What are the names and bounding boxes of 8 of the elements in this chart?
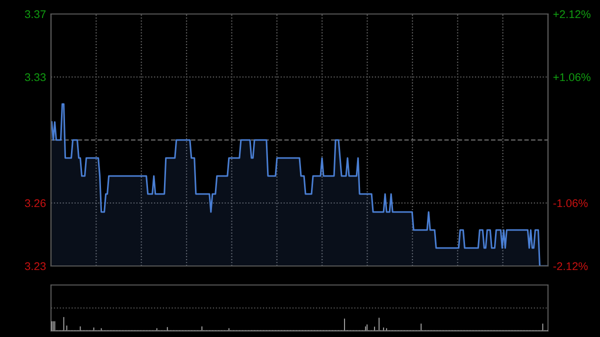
y-tick-label: 3.33: [24, 73, 46, 82]
y2-tick-label: -1.06%: [553, 199, 588, 208]
y-tick-label: 3.23: [24, 262, 46, 270]
y2-tick-label: +1.06%: [553, 73, 590, 82]
y2-tick-label: -2.12%: [553, 262, 588, 270]
y-tick-label: 3.37: [24, 10, 46, 18]
y-tick-label: 3.26: [24, 199, 46, 208]
y2-tick-label: +2.12%: [553, 10, 590, 18]
